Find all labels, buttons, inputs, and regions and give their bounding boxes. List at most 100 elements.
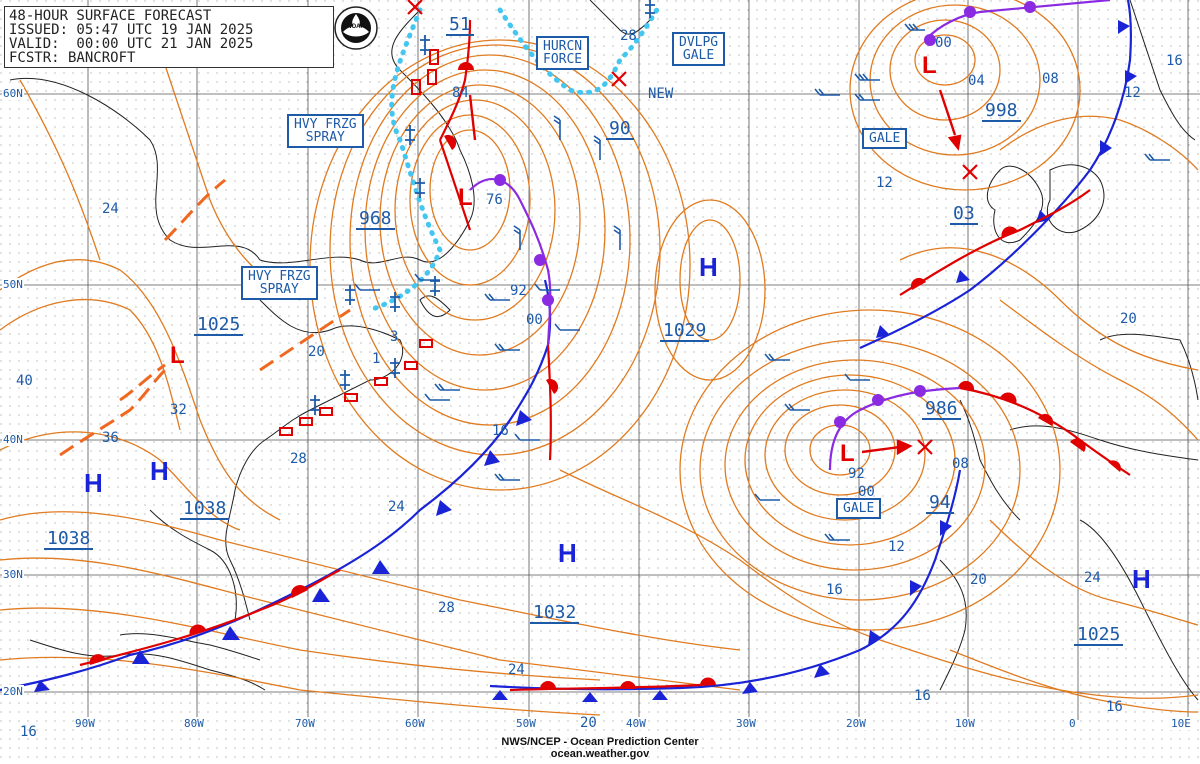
- header-issued: ISSUED: 05:47 UTC 19 JAN 2025: [9, 22, 254, 38]
- isobar-label: 04: [968, 73, 985, 89]
- isobar-label: 20: [970, 572, 987, 588]
- isobar-label: 36: [102, 430, 119, 446]
- high-pressure-symbol: H: [1132, 564, 1151, 594]
- isobar-label: 16: [826, 582, 843, 598]
- footer-website[interactable]: ocean.weather.gov: [550, 748, 650, 760]
- low-pressure-symbol: L: [170, 342, 185, 369]
- lon-label-20w: 20W: [845, 717, 867, 730]
- pressure-1038-west: 1038: [44, 530, 94, 550]
- isobar-label: 24: [388, 499, 405, 515]
- troughs: [59, 178, 351, 457]
- isobar-label: 12: [876, 175, 893, 191]
- isobar-label: 24: [508, 662, 525, 678]
- high-pressure-symbol: H: [699, 252, 718, 282]
- isobar-label: 28: [620, 28, 637, 44]
- pressure-1025-east: 1025: [1074, 626, 1124, 646]
- isobar-label: 40: [16, 373, 33, 389]
- pressure-998: 998: [982, 102, 1021, 122]
- lon-label-30w: 30W: [735, 717, 757, 730]
- pressure-94: 94: [926, 494, 954, 514]
- pressure-1038: 1038: [180, 500, 230, 520]
- occluded-symbols: [494, 1, 1036, 428]
- isobar-label: 1: [372, 351, 381, 367]
- isobar-label: 16: [1106, 699, 1123, 715]
- lon-label-80w: 80W: [183, 717, 205, 730]
- isobar-label: 00: [935, 35, 952, 51]
- isobar-label: 16: [20, 724, 37, 740]
- lat-label-60n: 60N: [2, 87, 24, 100]
- warm-front-bumps: [89, 62, 1121, 689]
- gale-warning-e: GALE: [836, 498, 882, 519]
- pressure-986: 986: [922, 400, 961, 420]
- lon-label-90w: 90W: [74, 717, 96, 730]
- header-forecaster: FCSTR: BANCROFT: [9, 50, 136, 66]
- header-valid: VALID: 00:00 UTC 21 JAN 2025: [9, 36, 254, 52]
- high-pressure-symbol: H: [558, 538, 577, 568]
- isobar-label: 12: [888, 539, 905, 555]
- movement-arrows: [468, 89, 962, 456]
- isobar-label: 92: [510, 283, 527, 299]
- isobar-label: 12: [1124, 85, 1141, 101]
- lon-label-10e: 10E: [1170, 717, 1192, 730]
- ice-edge: [367, 2, 663, 313]
- noaa-logo: NOAA: [334, 6, 378, 50]
- isobar-label: 20: [1120, 311, 1137, 327]
- header-title: 48-HOUR SURFACE FORECAST: [9, 8, 212, 24]
- pressure-968: 968: [356, 210, 395, 230]
- lon-label-50w: 50W: [515, 717, 537, 730]
- lon-label-70w: 70W: [294, 717, 316, 730]
- low-pressure-symbol: L: [458, 184, 473, 211]
- low-pressure-symbol: L: [840, 440, 855, 467]
- pressure-90: 90: [606, 120, 634, 140]
- future-position-markers: [407, 0, 978, 455]
- isobar-label: 24: [102, 201, 119, 217]
- footer-agency: NWS/NCEP - Ocean Prediction Center: [501, 736, 699, 748]
- isobar-label: 16: [1166, 53, 1183, 69]
- high-pressure-symbol: H: [84, 468, 103, 498]
- forecast-header: 48-HOUR SURFACE FORECAST ISSUED: 05:47 UT…: [4, 6, 334, 68]
- lon-label-40w: 40W: [625, 717, 647, 730]
- wind-barbs: [354, 23, 1170, 541]
- lat-label-20n: 20N: [2, 685, 24, 698]
- lon-label-60w: 60W: [404, 717, 426, 730]
- isobar-label: 00: [858, 484, 875, 500]
- isobars: [0, 0, 1199, 716]
- pressure-1029: 1029: [660, 322, 710, 342]
- lon-label-10w: 10W: [954, 717, 976, 730]
- new-system-label: NEW: [648, 86, 674, 102]
- heavy-freezing-spray-north: HVY FRZG SPRAY: [287, 114, 364, 148]
- gale-warning-ne: GALE: [862, 128, 908, 149]
- lat-label-50n: 50N: [2, 278, 24, 291]
- isobar-label: 92: [848, 466, 865, 482]
- isobar-label: 32: [170, 402, 187, 418]
- isobar-label: 84: [452, 85, 469, 101]
- coastlines: [9, 0, 1199, 701]
- hurricane-force-warning: HURCN FORCE: [536, 36, 590, 70]
- isobar-label: 76: [486, 192, 503, 208]
- isobar-label: 20: [308, 344, 325, 360]
- isobar-label: 24: [1084, 570, 1101, 586]
- pressure-03: 03: [950, 205, 978, 225]
- ice-accretion-symbols: [310, 0, 655, 415]
- pressure-1025-west: 1025: [194, 316, 244, 336]
- lat-label-40n: 40N: [2, 433, 24, 446]
- isobar-label: 20: [580, 715, 597, 731]
- cold-front-teeth: [34, 20, 1137, 702]
- isobar-label: 16: [914, 688, 931, 704]
- low-pressure-symbol: L: [922, 52, 937, 79]
- isobar-label: 08: [1042, 71, 1059, 87]
- isobar-label: 00: [526, 312, 543, 328]
- pressure-51: 51: [446, 16, 474, 36]
- developing-gale-warning: DVLPG GALE: [672, 32, 726, 66]
- high-pressure-symbol: H: [150, 456, 169, 486]
- isobar-label: 16: [492, 423, 509, 439]
- logo-text: NOAA: [347, 24, 365, 30]
- pressure-1032: 1032: [530, 604, 580, 624]
- isobar-label: 3: [390, 329, 399, 345]
- isobar-label: 28: [290, 451, 307, 467]
- lat-label-30n: 30N: [2, 568, 24, 581]
- lon-label-0: 0: [1068, 717, 1077, 730]
